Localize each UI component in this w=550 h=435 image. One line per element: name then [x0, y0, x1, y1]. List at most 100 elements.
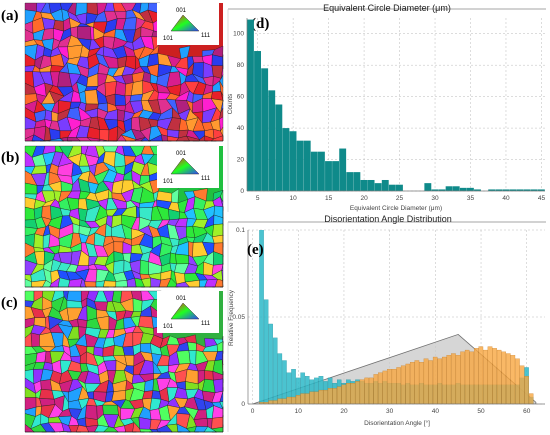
- ecd-bar: [466, 187, 474, 191]
- grain: [212, 223, 224, 238]
- x-tick-label: 15: [325, 195, 333, 202]
- ipf-legend-b: 001 101 111: [157, 146, 219, 188]
- ecd-bar: [254, 51, 261, 191]
- orange-bar: [259, 402, 264, 404]
- chart-d-title: Equivalent Circle Diameter (μm): [323, 3, 451, 13]
- orange-bar: [528, 393, 534, 404]
- ecd-bar: [452, 186, 460, 191]
- grain: [85, 404, 98, 420]
- grain: [44, 109, 53, 122]
- orange-bar: [323, 389, 328, 404]
- orange-bar: [359, 379, 365, 404]
- ecd-bar: [353, 172, 361, 191]
- ebsd-map-b: [24, 145, 224, 288]
- grain: [66, 290, 82, 302]
- orange-bar: [506, 353, 511, 404]
- y-tick-label: 0: [240, 188, 244, 195]
- orange-bar: [478, 346, 484, 404]
- orange-bar: [396, 367, 401, 404]
- orange-bar: [391, 369, 397, 404]
- y-tick-label: 0.05: [232, 314, 245, 321]
- orange-bar: [428, 360, 433, 404]
- orange-bar: [304, 393, 310, 404]
- grain: [138, 315, 154, 329]
- ecd-bar: [502, 189, 510, 191]
- ecd-bar: [509, 189, 517, 191]
- ecd-bar: [332, 161, 340, 191]
- chart-d: Equivalent Circle Diameter (μm) (d) 5 10 1…: [227, 3, 546, 212]
- ipf-legend-a: 001 101 111: [157, 3, 219, 45]
- grain: [24, 206, 36, 221]
- ecd-bar: [303, 140, 311, 191]
- x-tick-label: 50: [477, 408, 485, 415]
- chart-d-xlabel: Equivalent Circle Diameter (μm): [350, 205, 442, 212]
- grain: [84, 281, 97, 288]
- grain: [114, 93, 126, 106]
- ecd-bar: [438, 189, 446, 191]
- orange-bar: [410, 362, 415, 404]
- ebsd-map-b-grains: [24, 145, 224, 288]
- chart-d-bars: [247, 19, 545, 191]
- ecd-bar: [537, 189, 545, 191]
- ecd-bar: [445, 186, 453, 191]
- ecd-bar: [374, 183, 382, 191]
- misorientation-bar: [304, 376, 310, 404]
- orange-bar: [364, 377, 369, 404]
- chart-e-title: Disorientation Angle Distribution: [324, 214, 452, 224]
- orange-bar: [492, 348, 497, 404]
- orange-bar: [432, 356, 438, 404]
- chart-d-ylabel: Counts: [227, 93, 234, 114]
- orange-bar: [487, 346, 493, 404]
- panel-label-c: (c): [1, 295, 18, 311]
- grain: [102, 404, 119, 415]
- orange-bar: [373, 374, 379, 404]
- misorientation-bar: [263, 299, 269, 404]
- orange-bar: [355, 381, 360, 404]
- ipf-111-label: 111: [201, 33, 211, 39]
- ecd-bar: [289, 131, 297, 191]
- orange-bar: [474, 348, 479, 404]
- chart-d-ticks: 5 10 15 20 25 30 35 40 45 0 20 40 60 80 100: [233, 31, 545, 202]
- x-tick-label: 40: [432, 408, 440, 415]
- ecd-bar: [261, 68, 269, 191]
- grain: [33, 233, 44, 249]
- panel-label-d: (d): [251, 16, 269, 32]
- grain: [30, 332, 40, 347]
- ecd-bar: [388, 184, 396, 191]
- grain: [117, 109, 125, 122]
- orange-bar: [318, 389, 324, 404]
- misorientation-bar: [277, 353, 283, 404]
- y-tick-label: 60: [237, 94, 245, 101]
- grain: [213, 378, 224, 393]
- ecd-bar: [474, 189, 481, 191]
- orange-bar: [295, 395, 301, 404]
- orange-bar: [378, 372, 383, 404]
- grain: [220, 126, 224, 136]
- ecd-bar: [523, 189, 531, 191]
- ipf-101-label: 101: [163, 179, 174, 185]
- chart-e-xlabel: Disorientation Angle [°]: [364, 419, 430, 427]
- grain: [111, 290, 122, 304]
- orange-bar: [268, 400, 273, 404]
- grain: [202, 379, 216, 393]
- grain: [204, 370, 214, 381]
- x-tick-label: 25: [396, 195, 404, 202]
- orange-bar: [332, 388, 337, 404]
- orange-bar: [455, 355, 461, 404]
- misorientation-bar: [282, 360, 287, 404]
- grain: [115, 280, 128, 288]
- grain: [77, 318, 88, 328]
- misorientation-bar: [273, 337, 278, 404]
- y-tick-label: 40: [237, 125, 245, 132]
- orange-bar: [469, 351, 475, 404]
- grain: [129, 93, 144, 102]
- orange-bar: [496, 349, 502, 404]
- panel-label-b: (b): [1, 150, 19, 166]
- ipf-101-label: 101: [163, 324, 174, 330]
- ipf-legend-c: 001 101 111: [157, 291, 219, 333]
- orange-bar: [451, 353, 456, 404]
- grain: [24, 290, 35, 302]
- ecd-bar: [268, 90, 276, 191]
- ecd-bar: [396, 184, 403, 191]
